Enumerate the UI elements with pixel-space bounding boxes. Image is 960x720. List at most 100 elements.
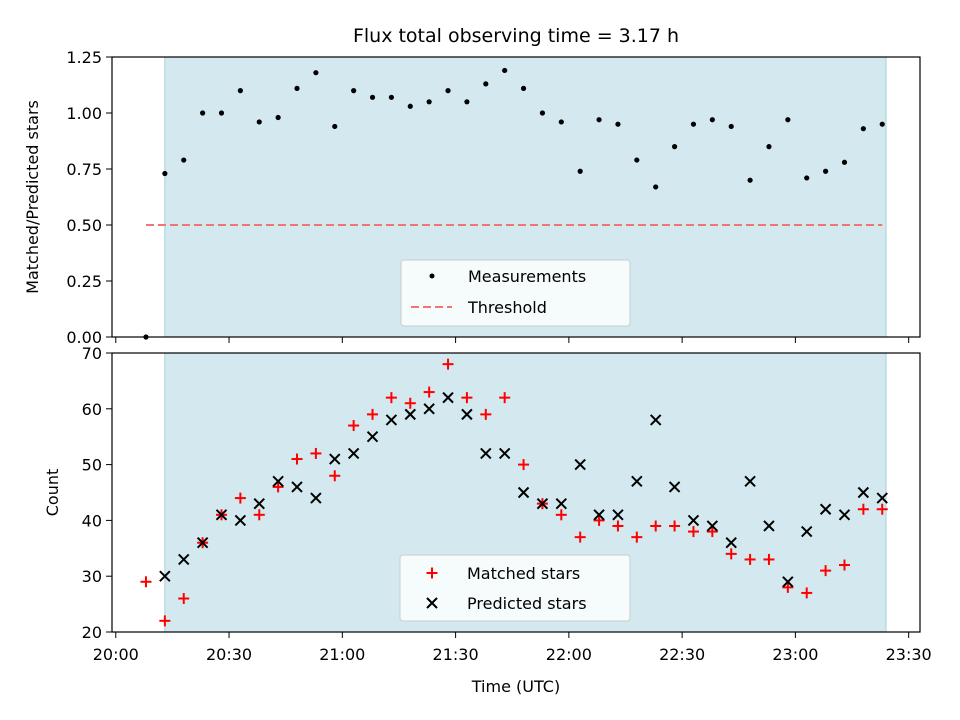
measurement-point (577, 168, 583, 174)
predicted-star-point (668, 481, 681, 493)
top-y-tick-label: 1.00 (66, 104, 102, 123)
predicted-star-point (725, 537, 737, 549)
top-x-ticks (115, 337, 910, 343)
predicted-star-point (329, 453, 341, 465)
cross-stroke (706, 520, 719, 532)
legend-plus (426, 567, 438, 579)
top-y-axis-label: Matched/Predicted stars (23, 100, 42, 294)
cross-stroke (404, 408, 416, 421)
measurement-point (483, 81, 489, 87)
measurement-point (464, 99, 470, 105)
matched-star-point (291, 453, 303, 465)
legend-matched-marker (426, 567, 438, 579)
predicted-star-point (498, 447, 511, 460)
predicted-star-point (649, 414, 662, 426)
measurement-point (294, 85, 300, 91)
matched-star-point (574, 531, 586, 543)
predicted-star-point (687, 514, 700, 527)
top-y-ticks: 0.00 0.25 0.50 0.75 1.00 1.25 (66, 48, 112, 347)
measurement-point (520, 85, 527, 91)
bottom-y-tick-label: 60 (82, 400, 102, 419)
measurement-point (596, 117, 602, 123)
matched-star-point (857, 503, 869, 515)
measurement-point (426, 99, 432, 105)
matched-star-point (838, 559, 850, 571)
predicted-star-point (366, 430, 379, 443)
x-tick-label: 23:00 (772, 645, 818, 664)
measurement-point (369, 94, 376, 100)
predicted-star-point (782, 576, 794, 588)
measurement-point (407, 103, 413, 109)
predicted-star-point (272, 475, 284, 488)
matched-star-point (480, 408, 492, 420)
predicted-star-point (555, 497, 568, 510)
predicted-star-point (159, 570, 171, 582)
predicted-star-point (234, 514, 247, 527)
predicted-star-point (857, 486, 870, 499)
top-axes-frame (111, 56, 921, 338)
measurement-point (237, 88, 243, 94)
matched-star-point (253, 509, 265, 521)
cross-stroke (480, 447, 492, 460)
bottom-x-ticks: 20:00 20:30 21:00 21:30 22:00 22:30 23:00 23:30 (93, 632, 932, 664)
measurement-point (332, 123, 338, 130)
matched-star-point (310, 447, 322, 459)
top-y-tick-label: 0.00 (66, 328, 102, 347)
legend-matched-label: Matched stars (467, 564, 580, 583)
matched-star-point (725, 548, 737, 560)
cross-stroke (310, 492, 322, 504)
matched-star-point (555, 509, 567, 521)
predicted-star-point (310, 492, 322, 504)
matched-star-point (820, 565, 832, 577)
matched-star-point (442, 358, 454, 370)
matched-star-point (178, 593, 190, 605)
cross-stroke (347, 447, 360, 460)
measurement-point (539, 110, 546, 116)
top-y-tick-label: 0.50 (66, 216, 102, 235)
measurement-point (275, 114, 281, 121)
predicted-star-point (442, 391, 454, 404)
cross-stroke (178, 553, 190, 566)
x-axis-label: Time (UTC) (471, 677, 560, 696)
x-tick-label: 21:30 (433, 645, 479, 664)
top-y-tick-label: 0.25 (66, 272, 102, 291)
legend-cross (426, 597, 438, 609)
top-y-tick-label: 0.75 (66, 160, 102, 179)
measurement-point (804, 175, 810, 181)
cross-stroke (423, 403, 435, 415)
predicted-star-point (838, 509, 851, 521)
measurement-point (879, 121, 885, 127)
measurement-point (766, 144, 772, 150)
matched-star-point (669, 520, 681, 532)
predicted-star-point (178, 553, 190, 566)
predicted-star-point (385, 414, 398, 426)
bottom-axes-frame (111, 352, 921, 633)
cross-stroke (196, 537, 209, 549)
measurement-point (690, 121, 697, 127)
cross-stroke (631, 475, 643, 488)
bottom-y-tick-label: 40 (82, 511, 102, 530)
predicted-star-point (347, 447, 360, 460)
measurement-point (823, 168, 829, 174)
measurement-point (860, 126, 866, 132)
measurement-point (445, 88, 451, 94)
cross-stroke (498, 447, 511, 460)
measurement-point (351, 88, 357, 94)
cross-stroke (744, 475, 756, 488)
cross-stroke (857, 486, 870, 499)
cross-stroke (819, 503, 832, 515)
matched-star-point (404, 397, 416, 409)
matched-star-point (612, 520, 624, 532)
cross-stroke (612, 509, 624, 521)
predicted-star-point (574, 458, 586, 471)
measurement-point (671, 144, 678, 150)
top-panel: 0.00 0.25 0.50 0.75 1.00 1.25 Flux total obse… (23, 25, 921, 347)
predicted-star-point (480, 447, 492, 460)
predicted-star-point (404, 408, 416, 421)
predicted-star-point (819, 503, 832, 515)
measurement-point (709, 117, 715, 123)
cross-stroke (801, 525, 813, 538)
matched-star-point (423, 386, 435, 398)
cross-stroke (763, 520, 775, 532)
